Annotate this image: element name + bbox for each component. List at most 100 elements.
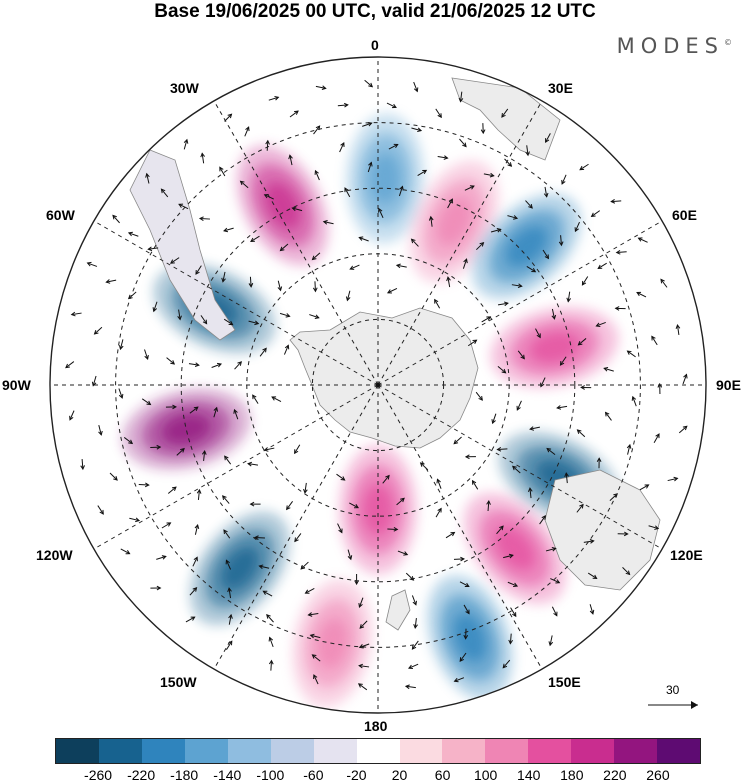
wind-arrow	[595, 321, 606, 328]
wind-arrow	[309, 633, 321, 639]
wind-arrow	[322, 220, 334, 225]
wind-arrow	[622, 567, 631, 576]
wind-arrow	[475, 391, 483, 401]
wind-arrow	[253, 535, 265, 541]
wind-arrow	[496, 525, 504, 535]
wind-arrow	[648, 525, 660, 530]
wind-arrow	[291, 206, 303, 212]
wind-arrow	[303, 482, 308, 494]
wind-arrow	[312, 281, 318, 293]
wind-vectors	[65, 79, 688, 691]
wind-arrow	[314, 169, 320, 181]
wind-arrow	[358, 643, 370, 649]
land-masks	[129, 77, 661, 631]
wind-arrow	[357, 683, 368, 691]
wind-arrow	[453, 677, 465, 683]
wind-arrow	[446, 276, 451, 288]
wind-arrow	[590, 210, 601, 218]
wind-arrow	[309, 314, 320, 319]
wind-arrow	[561, 174, 567, 185]
meridian-line	[377, 384, 663, 550]
wind-arrow	[344, 187, 351, 198]
logo-mark: ©	[724, 38, 732, 47]
wind-arrow	[211, 362, 222, 368]
wind-arrow	[382, 474, 390, 484]
wind-arrow	[407, 663, 419, 670]
wind-arrow	[345, 290, 351, 302]
lon-label-60w: 60W	[46, 207, 75, 223]
anomaly-blob	[437, 197, 472, 246]
wind-arrow	[289, 110, 299, 118]
colorbar-tick-label: 220	[603, 767, 627, 783]
wind-arrow	[277, 280, 283, 292]
wind-arrow	[577, 338, 587, 346]
wind-arrow	[294, 444, 301, 455]
wind-arrow	[496, 446, 508, 452]
wind-arrow	[268, 636, 274, 648]
south-pole-marker	[375, 382, 381, 388]
wind-arrow	[462, 258, 468, 269]
wind-arrow	[147, 246, 159, 252]
wind-arrow	[192, 556, 198, 567]
wind-arrow	[152, 301, 158, 313]
wind-arrow	[336, 473, 346, 481]
wind-arrow	[626, 443, 632, 455]
wind-arrow	[120, 548, 131, 555]
wind-arrow	[597, 262, 607, 270]
wind-arrow	[539, 515, 546, 525]
wind-arrow	[459, 652, 467, 662]
anomaly-blob	[161, 413, 211, 445]
wind-arrow	[615, 249, 627, 255]
wind-arrow	[250, 235, 260, 242]
wind-arrow	[337, 523, 343, 534]
wind-arrow	[266, 613, 274, 623]
australia-land	[544, 469, 661, 591]
wind-arrow	[176, 447, 185, 456]
meridian-line	[93, 220, 379, 386]
lon-label-90w: 90W	[2, 377, 31, 393]
wind-arrow	[395, 263, 407, 269]
anomaly-blob	[529, 331, 580, 364]
wind-arrow	[112, 214, 120, 224]
wind-arrow	[617, 531, 629, 537]
latitude-circle	[115, 122, 641, 648]
wind-arrow	[551, 308, 557, 320]
wind-arrow	[160, 188, 169, 198]
wind-arrow	[657, 382, 663, 394]
new-zealand-land	[385, 589, 411, 631]
wind-arrow	[313, 674, 319, 685]
wind-arrow	[189, 406, 199, 414]
wind-arrow	[631, 395, 637, 407]
wind-arrow	[545, 546, 557, 552]
wind-arrow	[349, 264, 360, 270]
wind-arrow	[581, 276, 589, 286]
wind-arrow	[225, 559, 231, 570]
wind-arrow	[486, 499, 491, 512]
wind-arrow	[587, 572, 598, 580]
wind-arrow	[156, 555, 167, 560]
wind-arrow	[535, 328, 541, 339]
wind-arrow	[545, 133, 551, 144]
wind-arrow	[80, 459, 85, 471]
colorbar-box	[399, 739, 443, 763]
wind-arrow	[200, 315, 208, 325]
wind-arrow	[244, 126, 250, 137]
modes-logo: MODES©	[617, 34, 732, 58]
colorbar-tick-label: 260	[646, 767, 670, 783]
lon-label-150e: 150E	[548, 674, 581, 690]
wind-arrow	[386, 287, 398, 294]
wind-arrow	[91, 375, 97, 387]
wind-arrow	[398, 185, 404, 197]
wind-arrow	[262, 590, 273, 597]
wind-arrow	[542, 249, 550, 260]
wind-arrow	[315, 85, 327, 91]
colorbar-box	[442, 739, 486, 763]
wind-arrow	[667, 476, 679, 482]
colorbar-tick-label: -20	[346, 767, 367, 783]
wind-arrow	[167, 486, 177, 494]
wind-arrow	[471, 479, 479, 490]
wind-arrow	[144, 349, 149, 361]
wind-arrow	[224, 455, 232, 465]
wind-arrow	[183, 138, 189, 150]
